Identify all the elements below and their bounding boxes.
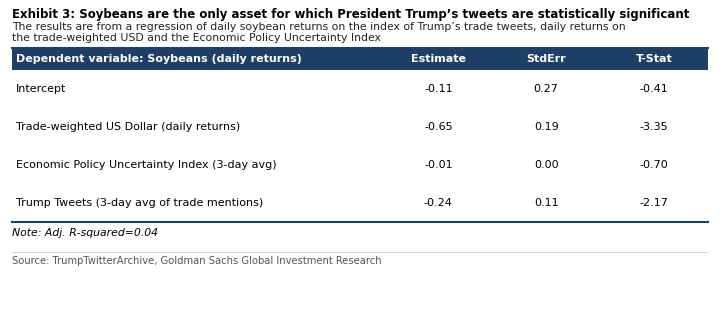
Text: 0.27: 0.27 <box>534 84 559 94</box>
Text: -0.65: -0.65 <box>424 122 453 132</box>
Text: -0.70: -0.70 <box>639 160 668 170</box>
Text: 0.19: 0.19 <box>534 122 559 132</box>
Text: Dependent variable: Soybeans (daily returns): Dependent variable: Soybeans (daily retu… <box>16 54 302 64</box>
Text: Estimate: Estimate <box>411 54 466 64</box>
Text: StdErr: StdErr <box>526 54 566 64</box>
Text: -0.01: -0.01 <box>424 160 453 170</box>
Text: Intercept: Intercept <box>16 84 66 94</box>
Bar <box>12 184 708 222</box>
Text: 0.11: 0.11 <box>534 198 559 208</box>
Text: 0.00: 0.00 <box>534 160 559 170</box>
Text: Note: Adj. R-squared=0.04: Note: Adj. R-squared=0.04 <box>12 228 158 238</box>
Bar <box>12 108 708 146</box>
Bar <box>12 146 708 184</box>
Text: T-Stat: T-Stat <box>636 54 672 64</box>
Bar <box>12 70 708 108</box>
Bar <box>12 48 708 70</box>
Text: -0.41: -0.41 <box>639 84 668 94</box>
Text: The results are from a regression of daily soybean returns on the index of Trump: The results are from a regression of dai… <box>12 22 626 32</box>
Text: -0.11: -0.11 <box>424 84 453 94</box>
Text: -0.24: -0.24 <box>424 198 453 208</box>
Text: Source: TrumpTwitterArchive, Goldman Sachs Global Investment Research: Source: TrumpTwitterArchive, Goldman Sac… <box>12 256 382 266</box>
Text: Economic Policy Uncertainty Index (3-day avg): Economic Policy Uncertainty Index (3-day… <box>16 160 276 170</box>
Text: Trade-weighted US Dollar (daily returns): Trade-weighted US Dollar (daily returns) <box>16 122 240 132</box>
Text: Exhibit 3: Soybeans are the only asset for which President Trump’s tweets are st: Exhibit 3: Soybeans are the only asset f… <box>12 8 689 21</box>
Text: -2.17: -2.17 <box>639 198 668 208</box>
Text: Trump Tweets (3-day avg of trade mentions): Trump Tweets (3-day avg of trade mention… <box>16 198 264 208</box>
Text: -3.35: -3.35 <box>640 122 668 132</box>
Text: the trade-weighted USD and the Economic Policy Uncertainty Index: the trade-weighted USD and the Economic … <box>12 33 381 43</box>
